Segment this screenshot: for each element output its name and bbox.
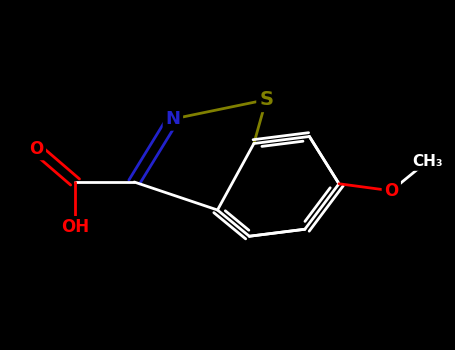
Text: CH₃: CH₃ — [412, 154, 443, 168]
Text: O: O — [29, 140, 44, 158]
Text: OH: OH — [61, 218, 89, 237]
Text: N: N — [166, 110, 180, 128]
Text: S: S — [259, 90, 273, 109]
Text: O: O — [384, 182, 399, 200]
